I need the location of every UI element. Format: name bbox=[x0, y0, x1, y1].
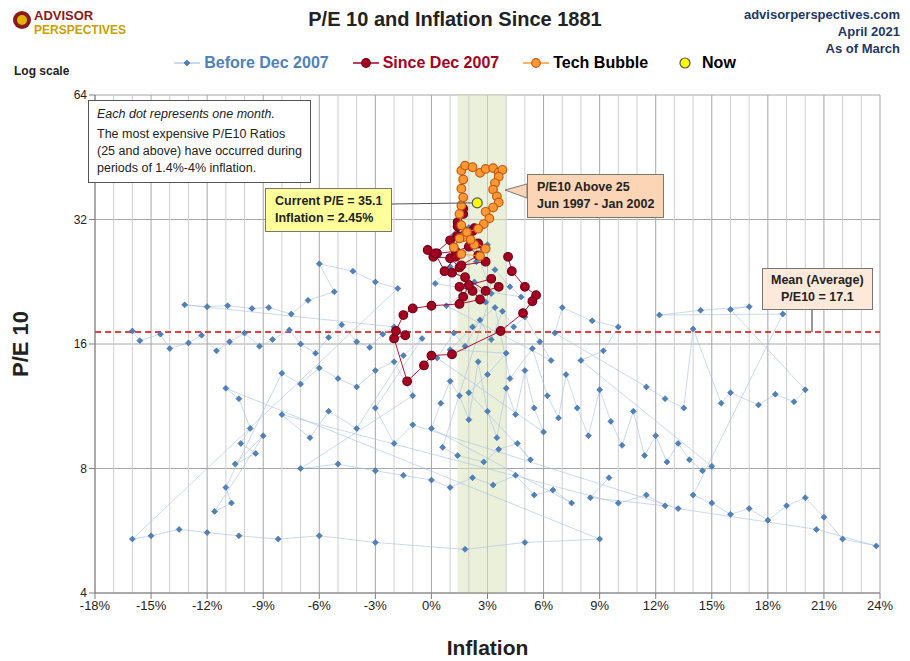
svg-text:-15%: -15% bbox=[136, 598, 167, 613]
svg-text:P/E 10: P/E 10 bbox=[8, 311, 33, 377]
html-text:periods of 1.4%-4% inflation.: periods of 1.4%-4% inflation. bbox=[97, 161, 257, 175]
html-text:PERSPECTIVES: PERSPECTIVES bbox=[34, 23, 126, 37]
html-text:April 2021: April 2021 bbox=[837, 24, 900, 39]
svg-text:-9%: -9% bbox=[252, 598, 276, 613]
svg-text:-18%: -18% bbox=[80, 598, 111, 613]
svg-text:18%: 18% bbox=[755, 598, 781, 613]
svg-text:-3%: -3% bbox=[364, 598, 388, 613]
html-text:The most expensive P/E10 Ratio: The most expensive P/E10 Ratios bbox=[97, 127, 286, 141]
html-text:Before Dec 2007: Before Dec 2007 bbox=[204, 54, 329, 71]
html-text:Mean (Average): Mean (Average) bbox=[771, 273, 864, 287]
svg-text:32: 32 bbox=[74, 213, 88, 227]
svg-text:4: 4 bbox=[80, 586, 87, 600]
html-text:Jun 1997 - Jan 2002: Jun 1997 - Jan 2002 bbox=[537, 197, 655, 211]
html-text:Now: Now bbox=[702, 54, 736, 71]
svg-text:3%: 3% bbox=[478, 598, 497, 613]
html-text:Tech Bubble: Tech Bubble bbox=[553, 54, 648, 71]
svg-text:-6%: -6% bbox=[308, 598, 332, 613]
svg-text:64: 64 bbox=[74, 88, 88, 102]
html-text:Each dot represents one month.: Each dot represents one month. bbox=[97, 107, 275, 121]
html-text:Current P/E = 35.1: Current P/E = 35.1 bbox=[275, 194, 383, 208]
svg-text:9%: 9% bbox=[590, 598, 609, 613]
html-text:P/E 10 and Inflation Since 188: P/E 10 and Inflation Since 1881 bbox=[308, 8, 602, 30]
svg-text:6%: 6% bbox=[534, 598, 553, 613]
html-text:P/E10 = 17.1: P/E10 = 17.1 bbox=[781, 290, 854, 304]
svg-text:12%: 12% bbox=[643, 598, 669, 613]
html-text:As of March: As of March bbox=[825, 41, 900, 56]
svg-text:Inflation: Inflation bbox=[447, 636, 529, 659]
svg-text:21%: 21% bbox=[811, 598, 837, 613]
svg-text:15%: 15% bbox=[699, 598, 725, 613]
svg-text:-12%: -12% bbox=[192, 598, 223, 613]
html-text:Log scale: Log scale bbox=[14, 64, 70, 78]
html-text:advisorperspectives.com: advisorperspectives.com bbox=[743, 7, 900, 22]
html-text:(25 and above) have occurred d: (25 and above) have occurred during bbox=[97, 144, 302, 158]
html-text:Inflation = 2.45%: Inflation = 2.45% bbox=[275, 211, 374, 225]
svg-text:0%: 0% bbox=[422, 598, 441, 613]
svg-text:8: 8 bbox=[80, 462, 87, 476]
svg-text:24%: 24% bbox=[867, 598, 893, 613]
html-text:P/E10 Above 25: P/E10 Above 25 bbox=[537, 180, 630, 194]
svg-text:16: 16 bbox=[74, 337, 88, 351]
html-text:ADVISOR: ADVISOR bbox=[34, 8, 94, 23]
html-text:Since Dec 2007: Since Dec 2007 bbox=[382, 54, 500, 71]
